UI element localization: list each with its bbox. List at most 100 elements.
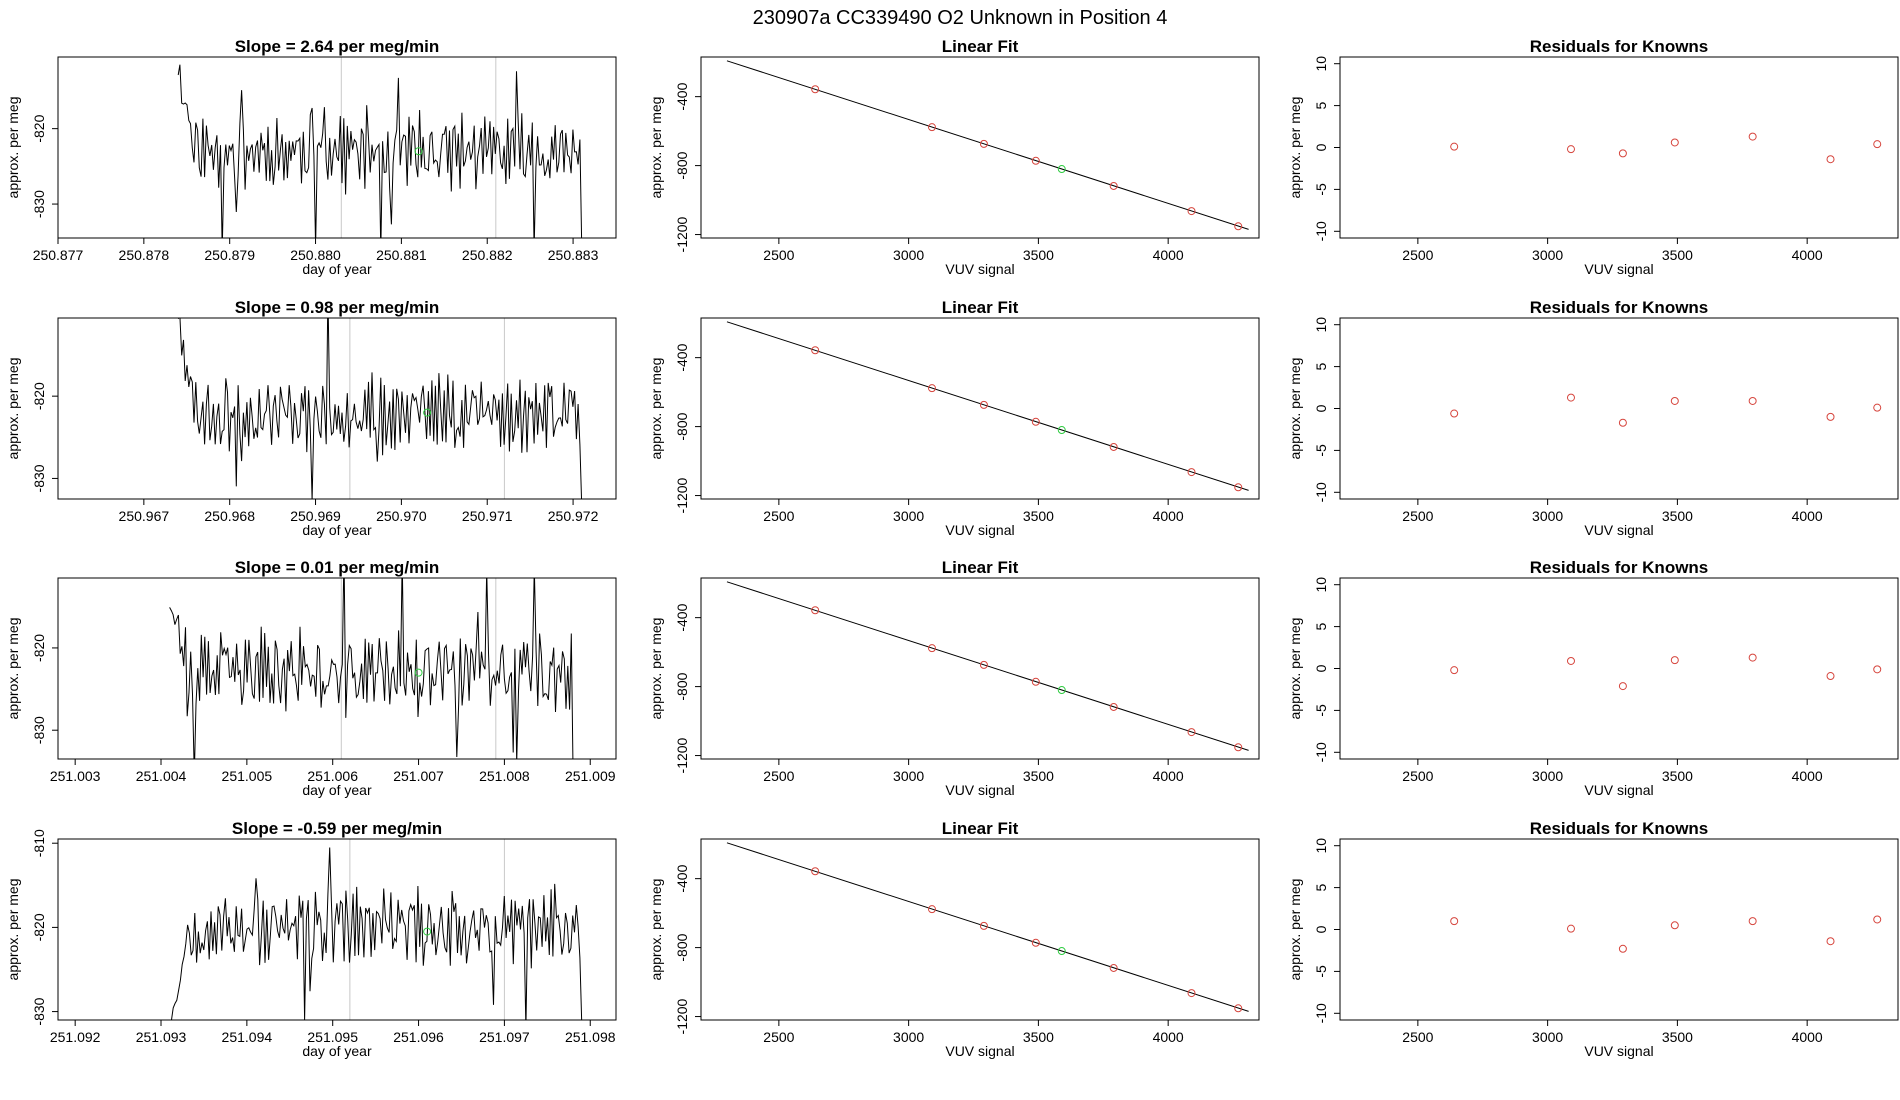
- known-point: [927, 384, 936, 393]
- x-tick-label: 251.095: [307, 1029, 358, 1045]
- y-axis-label: approx. per meg: [1287, 97, 1303, 199]
- known-point: [979, 921, 988, 930]
- x-tick-label: 3500: [1023, 247, 1054, 263]
- y-tick-label: -400: [674, 864, 690, 892]
- y-tick-label: -810: [31, 829, 47, 857]
- y-axis-label: approx. per meg: [5, 97, 21, 199]
- x-tick-label: 4000: [1792, 508, 1823, 524]
- panel-3: Residuals for Knowns 2500 3000 3500 4000 10 5 0…: [1287, 37, 1899, 277]
- residual-point: [1826, 672, 1835, 681]
- x-tick-label: 250.879: [204, 247, 255, 263]
- fit-line: [726, 581, 1249, 751]
- residual-point: [1748, 132, 1757, 141]
- unknown-point: [1057, 426, 1066, 435]
- plot-area: [170, 839, 583, 1020]
- residual-point: [1450, 142, 1459, 151]
- x-axis-label: VUV signal: [945, 782, 1014, 798]
- x-axis-label: VUV signal: [1584, 782, 1653, 798]
- x-tick-label: 2500: [763, 768, 794, 784]
- data-trace: [177, 64, 583, 238]
- x-tick-label: 250.880: [290, 247, 341, 263]
- x-axis-label: VUV signal: [1584, 522, 1653, 538]
- residual-point: [1670, 396, 1679, 405]
- x-axis-label: day of year: [302, 782, 372, 798]
- plot-frame: [1339, 577, 1899, 760]
- panel-title: Slope = -0.59 per meg/min: [232, 819, 442, 838]
- panel-1: Slope = 2.64 per meg/min 250.877 250.878 25…: [5, 37, 617, 277]
- panel-title: Linear Fit: [942, 298, 1019, 317]
- panel-7: Slope = 0.01 per meg/min 251.003 251.004 25…: [5, 558, 617, 798]
- x-tick-label: 251.097: [479, 1029, 530, 1045]
- x-tick-label: 251.003: [50, 768, 101, 784]
- x-tick-label: 3500: [1023, 768, 1054, 784]
- known-point: [811, 346, 820, 355]
- y-tick-label: 0: [1313, 143, 1329, 151]
- y-tick-label: -10: [1313, 742, 1329, 762]
- x-tick-label: 250.882: [462, 247, 513, 263]
- x-tick-label: 251.093: [136, 1029, 187, 1045]
- plot-area: [1450, 653, 1882, 691]
- x-tick-label: 250.968: [204, 508, 255, 524]
- y-tick-label: -820: [31, 634, 47, 662]
- residual-point: [1826, 412, 1835, 421]
- x-tick-label: 3500: [1023, 508, 1054, 524]
- plot-area: [177, 318, 583, 499]
- x-tick-label: 251.007: [393, 768, 444, 784]
- x-tick-label: 3000: [1532, 768, 1563, 784]
- x-tick-label: 250.881: [376, 247, 427, 263]
- panel-11: Linear Fit 2500 3000 3500 4000 -400 -800 -1200 V…: [648, 819, 1260, 1059]
- plot-area: [1450, 132, 1882, 164]
- known-point: [1109, 963, 1118, 972]
- y-tick-label: -1200: [674, 737, 690, 773]
- x-tick-label: 250.970: [376, 508, 427, 524]
- plot-frame: [1339, 317, 1899, 500]
- x-tick-label: 4000: [1792, 247, 1823, 263]
- known-point: [1234, 1004, 1243, 1013]
- known-point: [1234, 483, 1243, 492]
- y-tick-label: -1200: [674, 998, 690, 1034]
- y-tick-label: -800: [674, 672, 690, 700]
- x-tick-label: 251.094: [222, 1029, 273, 1045]
- x-tick-label: 3000: [893, 508, 924, 524]
- y-tick-label: 5: [1313, 363, 1329, 371]
- x-tick-label: 2500: [1402, 247, 1433, 263]
- panel-8: Linear Fit 2500 3000 3500 4000 -400 -800 -1200 V…: [648, 558, 1260, 798]
- y-tick-label: -400: [674, 82, 690, 110]
- y-tick-label: 10: [1313, 838, 1329, 854]
- residual-point: [1748, 653, 1757, 662]
- unknown-point: [1057, 165, 1066, 174]
- y-tick-label: -800: [674, 412, 690, 440]
- known-point: [1031, 156, 1040, 165]
- y-tick-label: -800: [674, 933, 690, 961]
- residual-point: [1670, 138, 1679, 147]
- y-axis-label: approx. per meg: [1287, 358, 1303, 460]
- residual-point: [1873, 140, 1882, 149]
- x-tick-label: 3500: [1662, 1029, 1693, 1045]
- x-tick-label: 2500: [1402, 768, 1433, 784]
- residual-point: [1566, 393, 1575, 402]
- y-tick-label: 10: [1313, 317, 1329, 333]
- x-axis-label: day of year: [302, 261, 372, 277]
- y-axis-label: approx. per meg: [5, 358, 21, 460]
- x-tick-label: 4000: [1153, 768, 1184, 784]
- x-axis-label: VUV signal: [945, 261, 1014, 277]
- known-point: [927, 123, 936, 132]
- x-tick-label: 3000: [1532, 508, 1563, 524]
- known-point: [1234, 743, 1243, 752]
- y-tick-label: 10: [1313, 577, 1329, 593]
- residual-point: [1748, 917, 1757, 926]
- known-point: [1234, 222, 1243, 231]
- y-tick-label: -10: [1313, 1003, 1329, 1023]
- y-axis-label: approx. per meg: [5, 879, 21, 981]
- known-point: [979, 139, 988, 148]
- fit-line: [726, 60, 1249, 230]
- plot-frame: [57, 56, 617, 239]
- plot-area: [169, 578, 574, 759]
- residual-point: [1450, 409, 1459, 418]
- unknown-point: [414, 668, 423, 677]
- residual-point: [1748, 396, 1757, 405]
- plot-frame: [57, 577, 617, 760]
- fit-line: [726, 321, 1249, 491]
- known-point: [1187, 207, 1196, 216]
- y-tick-label: -820: [31, 913, 47, 941]
